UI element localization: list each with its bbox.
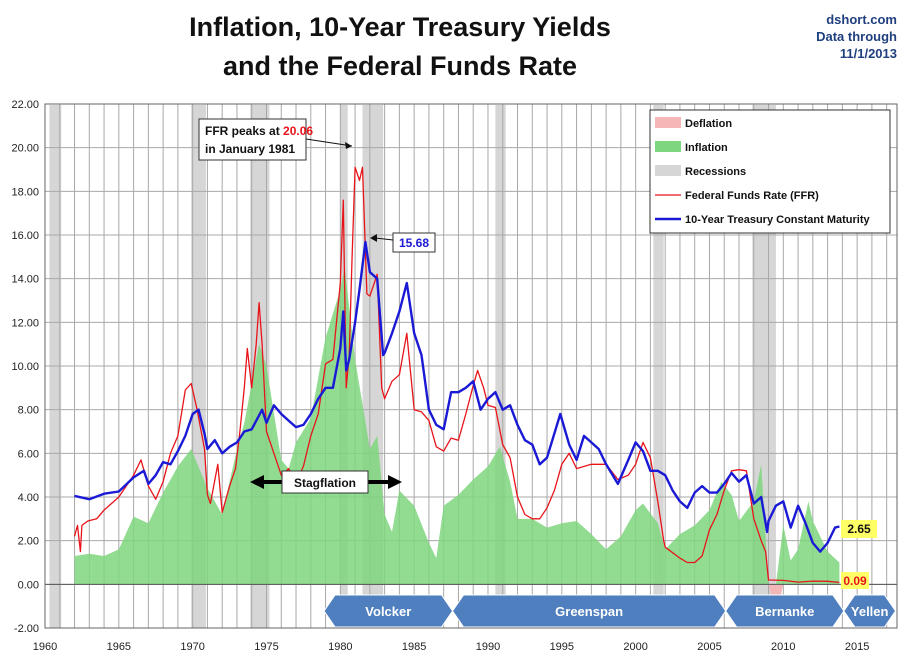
ffr-peak-callout-value: 20.06 [283, 124, 313, 138]
legend-swatch-2 [655, 165, 681, 176]
legend-label-0: Deflation [685, 118, 732, 130]
y-tick-label-1: 0.00 [18, 579, 39, 591]
legend-label-2: Recessions [685, 166, 746, 178]
ffr-line [73, 166, 840, 584]
plot-frame [44, 103, 898, 629]
y-tick-label-4: 6.00 [18, 448, 39, 460]
treasury-end-callout-box [841, 520, 877, 538]
legend-box [649, 109, 891, 234]
y-tick-label-9: 16.00 [11, 230, 39, 242]
treasury-peak-callout-text: 15.68 [399, 236, 429, 250]
legend-swatch-1 [655, 141, 681, 152]
x-tick-label-9: 2005 [697, 641, 721, 653]
x-tick-label-6: 1990 [476, 641, 500, 653]
chart-title-line2: and the Federal Funds Rate [222, 51, 578, 81]
y-tick-label-7: 12.00 [11, 317, 39, 329]
fed-chair-label-yellen: Yellen [851, 604, 889, 619]
ffr-end-callout-text: 0.09 [843, 574, 867, 588]
source-site: dshort.com [826, 12, 897, 27]
x-tick-label-0: 1960 [33, 641, 57, 653]
legend-label-1: Inflation [685, 142, 728, 154]
inflation-area [74, 267, 840, 585]
x-tick-label-10: 2010 [771, 641, 795, 653]
treasury-peak-callout-box [392, 232, 436, 253]
ffr-end-callout-box [841, 572, 869, 589]
ffr-peak-callout-line2: in January 1981 [205, 142, 295, 156]
stagflation-arrow-left-head [250, 475, 264, 489]
fed-chair-label-volcker: Volcker [365, 604, 411, 619]
fed-chair-label-bernanke: Bernanke [755, 604, 814, 619]
legend-label-4: 10-Year Treasury Constant Maturity [685, 214, 871, 226]
chart-title-line1: Inflation, 10-Year Treasury Yields [189, 12, 611, 42]
y-tick-label-12: 22.00 [11, 99, 39, 111]
x-tick-label-7: 1995 [550, 641, 574, 653]
ffr-peak-callout-box [198, 118, 307, 161]
x-tick-label-2: 1970 [180, 641, 204, 653]
y-tick-label-11: 20.00 [11, 143, 39, 155]
x-tick-label-5: 1985 [402, 641, 426, 653]
x-tick-label-1: 1965 [107, 641, 131, 653]
treasury-line [74, 240, 840, 553]
x-tick-label-4: 1980 [328, 641, 352, 653]
y-tick-label-2: 2.00 [18, 536, 39, 548]
legend: Deflation Inflation Recessions Federal Fund… [649, 109, 891, 234]
fed-chair-label-greenspan: Greenspan [555, 604, 623, 619]
stagflation-label: Stagflation [294, 476, 356, 490]
treasury-end-callout-text: 2.65 [847, 522, 871, 536]
stagflation-label-box [281, 470, 369, 494]
legend-swatch-0 [655, 117, 681, 128]
y-tick-label-6: 10.00 [11, 361, 39, 373]
y-tick-label-5: 8.00 [18, 405, 39, 417]
stagflation-arrow-right-head [388, 475, 402, 489]
y-tick-label-0: -2.00 [14, 623, 39, 635]
y-tick-label-8: 14.00 [11, 274, 39, 286]
x-tick-label-8: 2000 [623, 641, 647, 653]
x-tick-label-3: 1975 [254, 641, 278, 653]
ffr-peak-pointer [305, 138, 353, 147]
treasury-peak-pointer [374, 237, 394, 241]
y-tick-label-10: 18.00 [11, 186, 39, 198]
ffr-peak-callout-line1: FFR peaks at 20.06 [205, 124, 313, 138]
source-data-through: Data through [816, 29, 897, 44]
y-tick-label-3: 4.00 [18, 492, 39, 504]
legend-label-3: Federal Funds Rate (FFR) [685, 190, 819, 202]
x-tick-label-11: 2015 [845, 641, 869, 653]
fed-chair-arrow-yellen [843, 594, 897, 628]
source-date: 11/1/2013 [839, 46, 897, 61]
ffr-peak-pointer-head [345, 142, 352, 149]
ffr-peak-callout-prefix: FFR peaks at [205, 124, 283, 138]
treasury-peak-pointer-head [370, 234, 377, 242]
